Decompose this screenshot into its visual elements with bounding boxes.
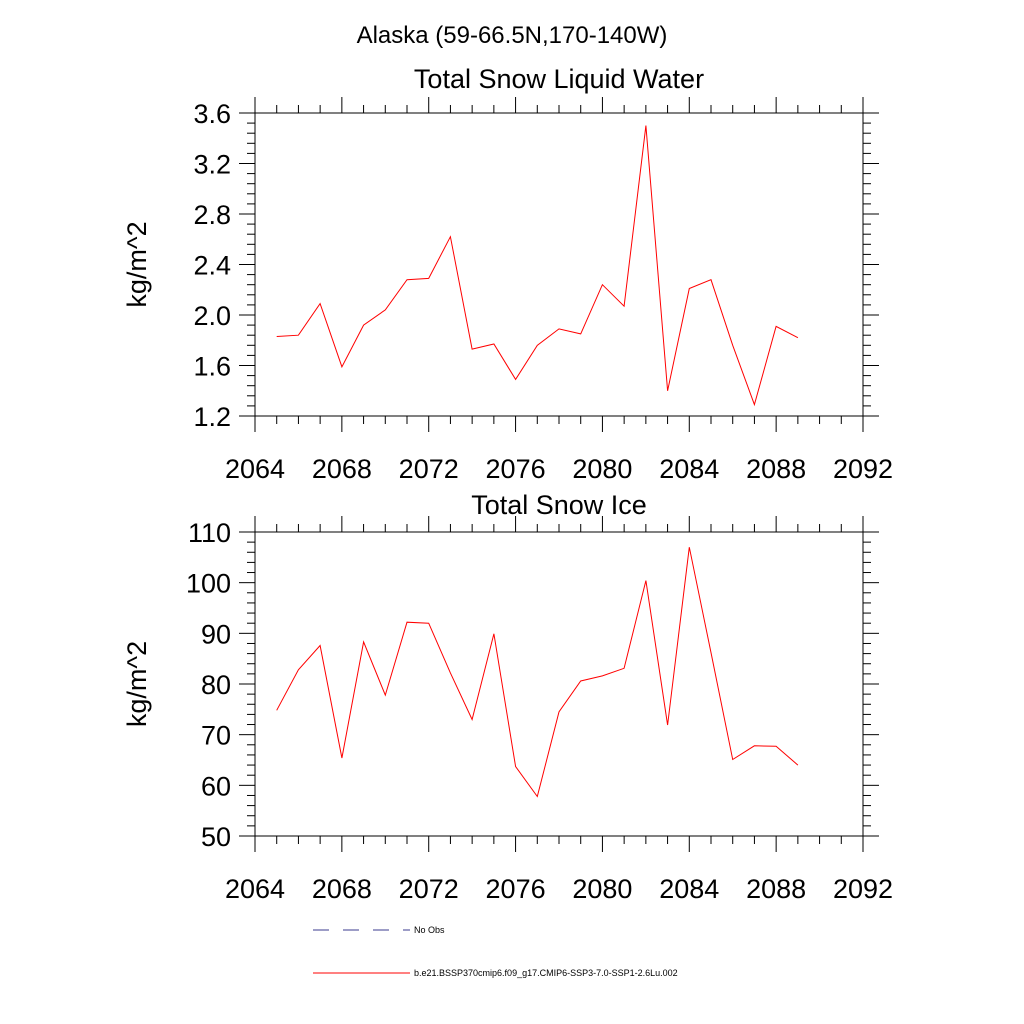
y-tick-label: 1.2 (193, 402, 231, 432)
x-tick-label: 2080 (572, 874, 632, 904)
legend-label: No Obs (414, 925, 445, 935)
x-tick-label: 2084 (659, 874, 719, 904)
x-tick-label: 2076 (486, 454, 546, 484)
x-tick-label: 2092 (833, 454, 893, 484)
y-tick-label: 100 (186, 569, 231, 599)
y-tick-label: 3.6 (193, 99, 231, 129)
series-line (276, 547, 799, 798)
y-tick-label: 80 (201, 670, 231, 700)
x-tick-label: 2080 (572, 454, 632, 484)
y-axis-label: kg/m^2 (122, 221, 152, 307)
y-tick-label: 2.4 (193, 251, 231, 281)
x-tick-label: 2064 (225, 874, 285, 904)
x-tick-label: 2092 (833, 874, 893, 904)
x-tick-label: 2076 (486, 874, 546, 904)
x-tick-label: 2088 (746, 454, 806, 484)
panel-snow-liquid-water: Total Snow Liquid Water 2064 2068 2072 2076 2… (122, 64, 893, 484)
panel-snow-ice: Total Snow Ice 2064 2068 2072 2076 2080 2084 20… (122, 490, 893, 904)
plot-frame (254, 531, 864, 837)
x-tick-label: 2088 (746, 874, 806, 904)
x-tick-label: 2064 (225, 454, 285, 484)
x-tick-label: 2068 (312, 874, 372, 904)
panel-title: Total Snow Liquid Water (414, 64, 704, 94)
y-tick-label: 90 (201, 619, 231, 649)
x-tick-label: 2084 (659, 454, 719, 484)
plot-frame (254, 112, 864, 417)
x-tick-label: 2072 (399, 874, 459, 904)
x-tick-label: 2068 (312, 454, 372, 484)
y-tick-label: 70 (201, 721, 231, 751)
y-tick-label: 2.0 (193, 301, 231, 331)
y-tick-label: 2.8 (193, 200, 231, 230)
y-tick-label: 110 (188, 518, 231, 548)
y-tick-label: 50 (201, 822, 231, 852)
y-axis-label: kg/m^2 (122, 641, 152, 727)
legend: No Obs b.e21.BSSP370cmip6.f09_g17.CMIP6-S… (313, 925, 678, 978)
y-tick-label: 1.6 (193, 352, 231, 382)
panel-title: Total Snow Ice (471, 490, 647, 520)
x-tick-label: 2072 (399, 454, 459, 484)
y-tick-label: 60 (201, 771, 231, 801)
page-title: Alaska (59-66.5N,170-140W) (357, 22, 668, 49)
legend-label: b.e21.BSSP370cmip6.f09_g17.CMIP6-SSP3-7.… (414, 968, 678, 978)
series-line (276, 125, 799, 407)
y-tick-label: 3.2 (193, 150, 231, 180)
